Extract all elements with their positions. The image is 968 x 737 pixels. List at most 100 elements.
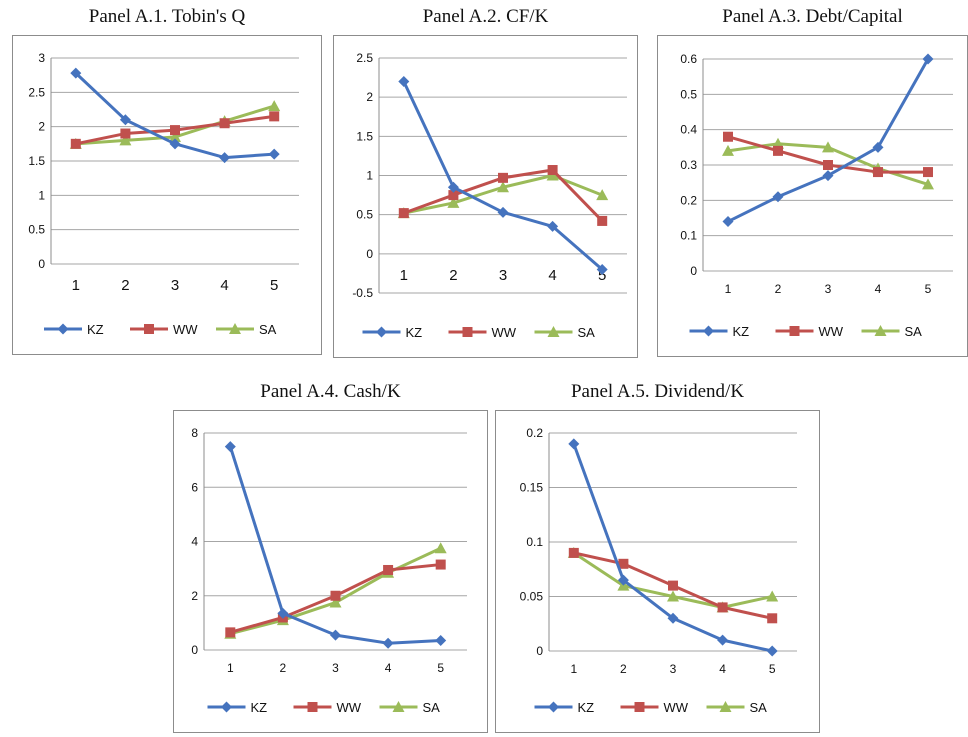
y-tick-label: 0.5 [356,208,373,222]
data-point-kz [169,138,181,150]
x-tick-label: 2 [775,282,782,296]
data-point-ww [618,558,629,569]
data-point-kz [268,148,280,160]
data-point-ww [269,111,280,122]
data-point-kz [822,170,834,182]
data-point-kz [766,645,778,657]
y-tick-label: 0.1 [526,535,543,549]
panel-title-a2: Panel A.2. CF/K [422,6,549,27]
data-point-ww [398,208,409,219]
y-tick-label: 0 [366,247,373,261]
legend-marker-kz [221,701,232,713]
data-point-ww [448,190,459,201]
legend-marker-sa [874,325,887,336]
x-tick-label: 2 [449,267,457,284]
legend-marker-kz [376,326,387,338]
data-point-ww [330,590,341,601]
legend-label-ww: WW [664,700,689,715]
x-tick-label: 3 [825,282,832,296]
y-tick-label: 6 [191,480,198,494]
data-point-ww [219,118,230,129]
x-tick-label: 3 [499,267,507,284]
chart-a3-svg: 0 0.1 0.2 0.3 0.4 0.5 0.6 1 2 3 4 5 KZ WW SA [680,52,953,339]
y-tick-label: 1.5 [356,129,373,143]
data-point-kz [547,220,559,232]
panel-title-a1: Panel A.1. Tobin's Q [88,6,246,27]
x-tick-label: 5 [925,282,932,296]
y-tick-label: 0.15 [520,481,544,495]
x-tick-label: 4 [875,282,882,296]
y-tick-label: 0 [191,643,198,657]
x-tick-label: 5 [598,267,606,284]
data-point-sa [329,596,342,608]
legend-marker-kz [57,323,69,335]
data-point-kz [277,607,289,619]
legend-marker-sa [392,701,405,712]
y-tick-label: 2.5 [356,51,373,65]
x-tick-label: 4 [548,267,556,284]
y-tick-label: 0.2 [526,426,543,440]
data-point-kz [596,264,608,275]
data-point-kz [224,441,236,453]
chart-panel-a4: 0 2 4 6 8 1 2 3 4 5 KZ WW SA [173,410,488,733]
data-point-ww [225,627,236,638]
x-tick-label: 5 [270,277,278,294]
data-point-ww [568,547,579,558]
legend-marker-kz [703,325,714,337]
y-tick-label: 2 [366,90,373,104]
data-point-kz [568,438,580,450]
legend-marker-sa [719,701,732,712]
y-tick-label: 2 [191,589,198,603]
legend-marker-sa [229,323,241,334]
chart-panel-a2: -0.5 0 0.5 1 1.5 2 2.5 1 2 3 4 5 KZ WW SA [333,35,638,358]
data-point-ww [597,215,608,226]
data-point-sa [766,590,779,602]
x-tick-label: 4 [719,662,726,676]
data-point-sa [169,130,181,142]
data-point-ww [873,167,883,178]
data-point-kz [772,191,784,203]
data-point-kz [447,181,459,193]
panel-title-a4: Panel A.4. Cash/K [260,381,401,402]
data-point-ww [498,172,508,183]
data-point-kz [382,637,394,649]
legend-label-kz: KZ [578,700,595,715]
data-point-sa [596,189,609,201]
legend-label-sa: SA [578,325,596,340]
data-point-kz [330,629,341,641]
series-line-kz [727,58,930,223]
data-point-kz [497,206,509,218]
data-point-sa [722,144,734,156]
data-point-ww [170,125,180,136]
legend-label-ww: WW [819,324,844,339]
data-point-sa [119,134,132,146]
data-point-kz [872,141,884,153]
legend-label-kz: KZ [251,700,268,715]
data-point-kz [617,574,629,586]
data-point-sa [497,181,509,193]
x-tick-label: 2 [620,662,627,676]
y-tick-label: 0.5 [680,87,697,101]
legend-label-ww: WW [492,325,517,340]
data-point-kz [922,53,934,65]
chart-a2-svg: -0.5 0 0.5 1 1.5 2 2.5 1 2 3 4 5 KZ WW SA [352,51,627,340]
panel-title-a3: Panel A.3. Debt/Capital [722,6,903,27]
y-tick-label: 8 [191,426,198,440]
data-point-sa [667,590,679,602]
y-tick-label: 0.6 [680,52,697,66]
data-point-sa [434,542,447,554]
data-point-kz [435,635,447,647]
data-point-sa [922,178,934,190]
data-point-ww [823,160,833,170]
x-tick-label: 1 [72,277,80,294]
data-point-kz [717,634,729,646]
legend-marker-kz [548,701,559,713]
y-tick-label: 0.3 [680,158,697,172]
x-tick-label: 2 [121,277,129,294]
y-tick-label: 0 [536,644,543,658]
data-point-kz [70,67,82,79]
legend-label-sa: SA [259,322,277,337]
y-tick-label: -0.5 [352,286,373,300]
data-point-ww [923,167,933,178]
data-point-kz [722,216,734,228]
